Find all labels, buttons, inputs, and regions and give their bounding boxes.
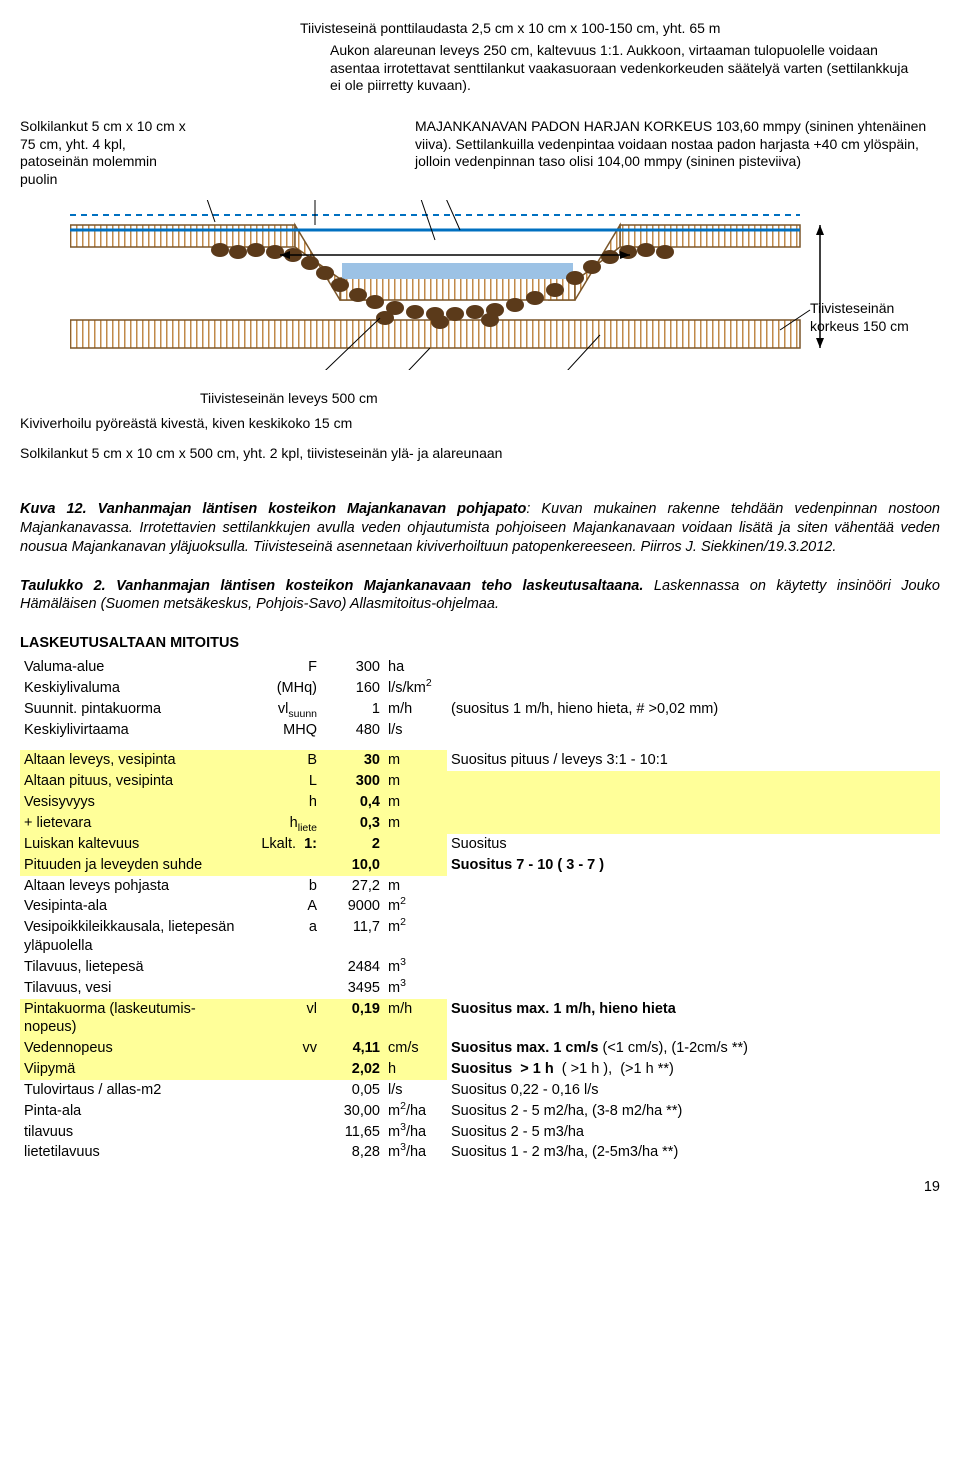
table-row: Keskiylivaluma(MHq)160l/s/km2 xyxy=(20,678,940,699)
table-row: Tilavuus, vesi3495m3 xyxy=(20,978,940,999)
annotation-solkilankut-2: Solkilankut 5 cm x 10 cm x 500 cm, yht. … xyxy=(20,445,502,463)
section-title: LASKEUTUSALTAAN MITOITUS xyxy=(20,634,940,653)
table-row: Altaan pituus, vesipintaL300m xyxy=(20,771,940,792)
table-row: Tulovirtaus / allas-m20,05l/sSuositus 0,… xyxy=(20,1080,940,1101)
table-row: KeskiylivirtaamaMHQ480l/s xyxy=(20,720,940,741)
table-row: Vesisyvyysh0,4m xyxy=(20,792,940,813)
annotation-harja: MAJANKANAVAN PADON HARJAN KORKEUS 103,60… xyxy=(415,118,935,171)
table-caption: Taulukko 2. Vanhanmajan läntisen kosteik… xyxy=(20,577,940,615)
table-row: Pituuden ja leveyden suhde10,0Suositus 7… xyxy=(20,855,940,876)
table-row: Altaan leveys, vesipintaB30mSuositus pit… xyxy=(20,750,940,771)
annotation-tiivisteseina: Tiivisteseinä ponttilaudasta 2,5 cm x 10… xyxy=(300,20,940,38)
table-row: Pinta-ala30,00m2/haSuositus 2 - 5 m2/ha,… xyxy=(20,1101,940,1122)
table-row: Suunnit. pintakuormavlsuunn1m/h(suositus… xyxy=(20,699,940,720)
annotation-aukko: Aukon alareunan leveys 250 cm, kaltevuus… xyxy=(330,42,920,95)
dam-diagram: Tiivisteseinä ponttilaudasta 2,5 cm x 10… xyxy=(20,20,940,470)
table-row: Altaan leveys pohjastab27,2m xyxy=(20,876,940,897)
dam-cross-section-svg xyxy=(70,200,890,370)
calc-table: Valuma-alueF300ha Keskiylivaluma(MHq)160… xyxy=(20,657,940,1163)
table-row: tilavuus11,65m3/haSuositus 2 - 5 m3/ha xyxy=(20,1122,940,1143)
spacer xyxy=(20,740,940,750)
table-row: Luiskan kaltevuusLkalt. 1:2Suositus xyxy=(20,834,940,855)
table-row: Pintakuorma (laskeutumis- nopeus)vl0,19m… xyxy=(20,999,940,1039)
table-row: Tilavuus, lietepesä2484m3 xyxy=(20,957,940,978)
table-row: Vedennopeusvv4,11cm/sSuositus max. 1 cm/… xyxy=(20,1038,940,1059)
table-row: lietetilavuus8,28m3/haSuositus 1 - 2 m3/… xyxy=(20,1142,940,1163)
table-row: Viipymä2,02hSuositus > 1 h ( >1 h ), (>1… xyxy=(20,1059,940,1080)
table-row: + lietevarahliete0,3m xyxy=(20,813,940,834)
table-caption-label: Taulukko 2. Vanhanmajan läntisen kosteik… xyxy=(20,578,643,594)
table-row: Valuma-alueF300ha xyxy=(20,657,940,678)
annotation-solkilankut-4: Solkilankut 5 cm x 10 cm x 75 cm, yht. 4… xyxy=(20,118,195,188)
annotation-kiviverhoilu: Kiviverhoilu pyöreästä kivestä, kiven ke… xyxy=(20,415,352,433)
annotation-leveys: Tiivisteseinän leveys 500 cm xyxy=(200,390,378,408)
figure-caption-label: Kuva 12. Vanhanmajan läntisen kosteikon … xyxy=(20,501,526,517)
page-number: 19 xyxy=(20,1178,940,1197)
table-row: Vesipoikkileikkausala, lietepesän yläpuo… xyxy=(20,917,940,957)
table-row: Vesipinta-alaA9000m2 xyxy=(20,896,940,917)
figure-caption: Kuva 12. Vanhanmajan läntisen kosteikon … xyxy=(20,500,940,557)
